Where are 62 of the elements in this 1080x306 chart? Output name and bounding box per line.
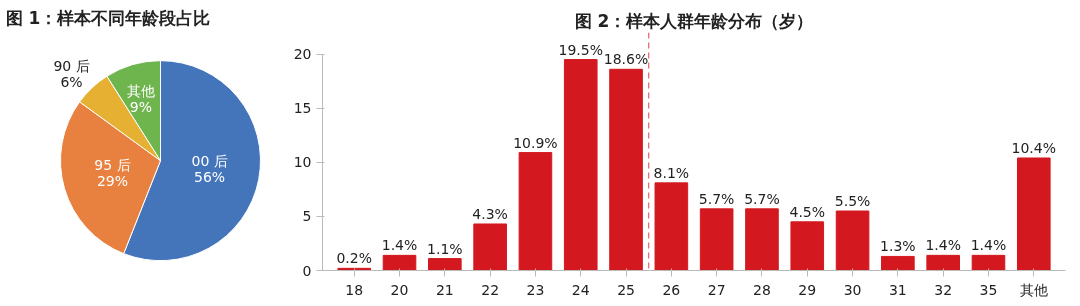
x-tick-label: 35 <box>979 281 998 298</box>
y-tick-label: 15 <box>293 100 312 117</box>
data-label: 4.5% <box>789 203 826 220</box>
data-label: 4.3% <box>472 205 508 222</box>
x-tick-label: 27 <box>707 281 726 298</box>
data-label: 0.2% <box>336 250 373 267</box>
data-label: 29% <box>96 173 129 190</box>
x-tick-label: 24 <box>571 281 590 298</box>
x-tick-label: 18 <box>345 281 364 298</box>
x-tick-label: 32 <box>934 281 953 298</box>
x-tick-label: 30 <box>843 281 862 298</box>
chart-title: 图 1：样本不同年龄段占比 <box>5 7 211 28</box>
x-tick-label: 28 <box>753 281 771 298</box>
bar <box>654 182 689 271</box>
bar <box>473 223 507 271</box>
bar <box>971 254 1006 271</box>
data-label: 1.4% <box>970 237 1007 254</box>
slice-label: 00 后 <box>191 153 228 170</box>
data-label: 6% <box>60 73 83 90</box>
data-label: 19.5% <box>558 41 603 58</box>
y-tick-label: 5 <box>302 208 312 225</box>
slice-label: 90 后 <box>53 57 90 74</box>
data-label: 10.9% <box>513 134 558 151</box>
x-tick-label: 25 <box>617 281 635 298</box>
data-label: 5.7% <box>744 190 780 207</box>
x-tick-label: 26 <box>662 281 681 298</box>
bar <box>790 221 825 271</box>
x-tick-label: 29 <box>798 281 817 298</box>
x-tick-label: 22 <box>481 281 500 298</box>
y-tick-label: 0 <box>302 262 312 279</box>
x-tick-label: 31 <box>888 281 907 298</box>
data-label: 5.5% <box>834 193 871 209</box>
bar <box>745 208 779 271</box>
data-label: 1.4% <box>925 237 961 254</box>
bar <box>382 254 417 271</box>
data-label: 8.1% <box>653 164 690 181</box>
data-label: 9% <box>129 99 153 116</box>
data-label: 10.4% <box>1011 139 1057 156</box>
data-label: 1.4% <box>381 237 418 254</box>
bar <box>609 68 643 271</box>
slice-label: 95 后 <box>94 157 131 174</box>
x-tick-label: 23 <box>526 281 545 298</box>
y-tick-label: 10 <box>293 154 312 171</box>
data-label: 1.1% <box>427 240 463 257</box>
data-label: 1.3% <box>880 238 916 255</box>
bar <box>926 254 960 271</box>
bar <box>518 152 553 271</box>
slice-label: 其他 <box>126 83 155 100</box>
bar <box>835 210 870 271</box>
x-tick-label: 21 <box>435 281 454 298</box>
data-label: 5.7% <box>698 190 735 207</box>
chart-title: 图 2：样本人群年龄分布（岁） <box>574 10 814 31</box>
x-tick-label: 其他 <box>1019 281 1048 298</box>
y-tick-label: 20 <box>293 46 312 63</box>
bar <box>699 208 734 271</box>
bar <box>428 258 462 271</box>
bar <box>563 59 598 271</box>
data-label: 18.6% <box>603 51 649 68</box>
x-tick-label: 20 <box>390 281 409 298</box>
bar <box>881 255 915 271</box>
bar <box>1016 157 1051 271</box>
data-label: 56% <box>194 169 226 186</box>
